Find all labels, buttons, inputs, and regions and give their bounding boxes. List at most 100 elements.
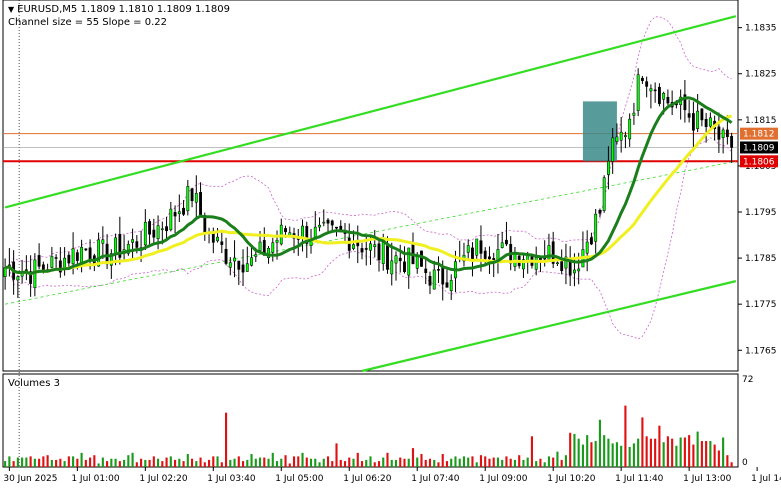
candle-body [29,271,33,284]
volume-min-label: 0 [742,458,748,468]
candle-body [41,264,45,271]
candle-body [377,243,381,261]
candle-body [483,250,487,259]
x-tick-label: 1 Jul 09:00 [479,474,528,484]
candle-body [318,224,321,228]
candle-body [284,228,287,233]
candle-body [407,247,411,276]
candle-body [466,245,470,253]
candle-body [585,241,589,254]
channel-line-lower_channel [361,280,737,373]
x-tick-label: 1 Jul 05:00 [275,474,324,484]
x-tick-label: 1 Jul 11:40 [615,474,664,484]
candle-body [691,113,695,131]
candle-body [704,118,708,128]
candle-body [275,239,279,243]
candle-body [725,129,729,138]
candle-body [237,260,241,270]
candle-body [220,241,224,245]
candle-body [63,257,67,269]
candle-body [479,240,483,254]
candle-body [71,248,75,265]
price-tag-bg [740,127,778,140]
candle-body [88,247,92,260]
candle-body [437,269,440,271]
candle-body [194,193,198,203]
price-tag-label: 1.1809 [743,143,775,153]
candle-body [730,135,734,148]
candle-body [551,241,555,264]
candle-body [165,226,168,232]
candle-body [216,236,219,242]
candle-body [199,192,202,216]
candle-body [80,246,84,264]
dropdown-triangle-icon[interactable]: ▼ [8,5,15,14]
candle-body [649,88,653,92]
price-tag-bg [740,141,778,154]
candle-body [594,213,598,242]
x-tick-label: 1 Jul 01:00 [71,474,120,484]
candle-body [717,126,721,140]
candle-body [105,243,109,265]
candle-body [335,226,338,229]
x-tick-label: 1 Jul 03:40 [207,474,256,484]
candle-body [415,255,419,269]
volume-panel-label: Volumes 3 [8,378,60,389]
price-tag-label: 1.1812 [743,130,775,140]
candle-body [152,229,156,238]
candle-body [441,265,445,285]
y-tick-label: 1.1835 [745,24,777,34]
candle-body [696,110,700,129]
candle-body [109,253,113,266]
candle-body [615,136,619,142]
price-tag-bg [740,155,778,168]
candle-body [305,226,309,244]
candle-body [16,276,20,281]
candle-body [449,280,453,292]
bollinger-upper [4,16,732,268]
candle-body [632,112,636,116]
candle-body [390,260,394,275]
candle-body [645,81,649,87]
y-tick-label: 1.1785 [745,254,777,264]
candle-body [445,282,449,288]
candle-body [471,247,474,260]
candle-body [258,241,262,251]
candle-body [721,129,725,138]
candle-body [114,237,118,254]
channel-line-upper_channel [4,15,737,209]
candle-body [666,96,670,104]
candle-body [573,269,576,274]
candle-body [245,263,249,272]
candle-body [241,264,245,273]
candle-body [424,268,428,274]
candle-body [403,261,406,272]
channel-line-mid_channel [5,160,736,305]
symbol-header: ▼ EURUSD,M5 1.1809 1.1810 1.1809 1.1809 [8,4,230,15]
candle-body [653,89,657,92]
candle-body [488,256,491,260]
candle-body [169,208,173,231]
candle-body [186,186,190,212]
candle-body [326,219,330,224]
x-tick-label: 1 Jul 07:40 [411,474,460,484]
candle-body [97,239,101,267]
x-tick-label: 30 Jun 2025 [3,474,57,484]
candle-body [58,260,62,273]
x-tick-label: 1 Jul 10:20 [547,474,596,484]
candle-body [228,262,232,268]
candle-body [330,220,334,226]
candle-body [177,211,181,215]
candle-body [623,135,627,137]
candle-body [657,86,661,104]
candle-body [628,118,632,140]
candle-body [619,131,623,141]
main-panel-frame [2,0,739,372]
candle-body [708,117,712,127]
candle-body [131,239,134,243]
y-tick-label: 1.1775 [745,300,777,310]
candle-body [547,245,551,260]
candle-body [522,259,525,270]
